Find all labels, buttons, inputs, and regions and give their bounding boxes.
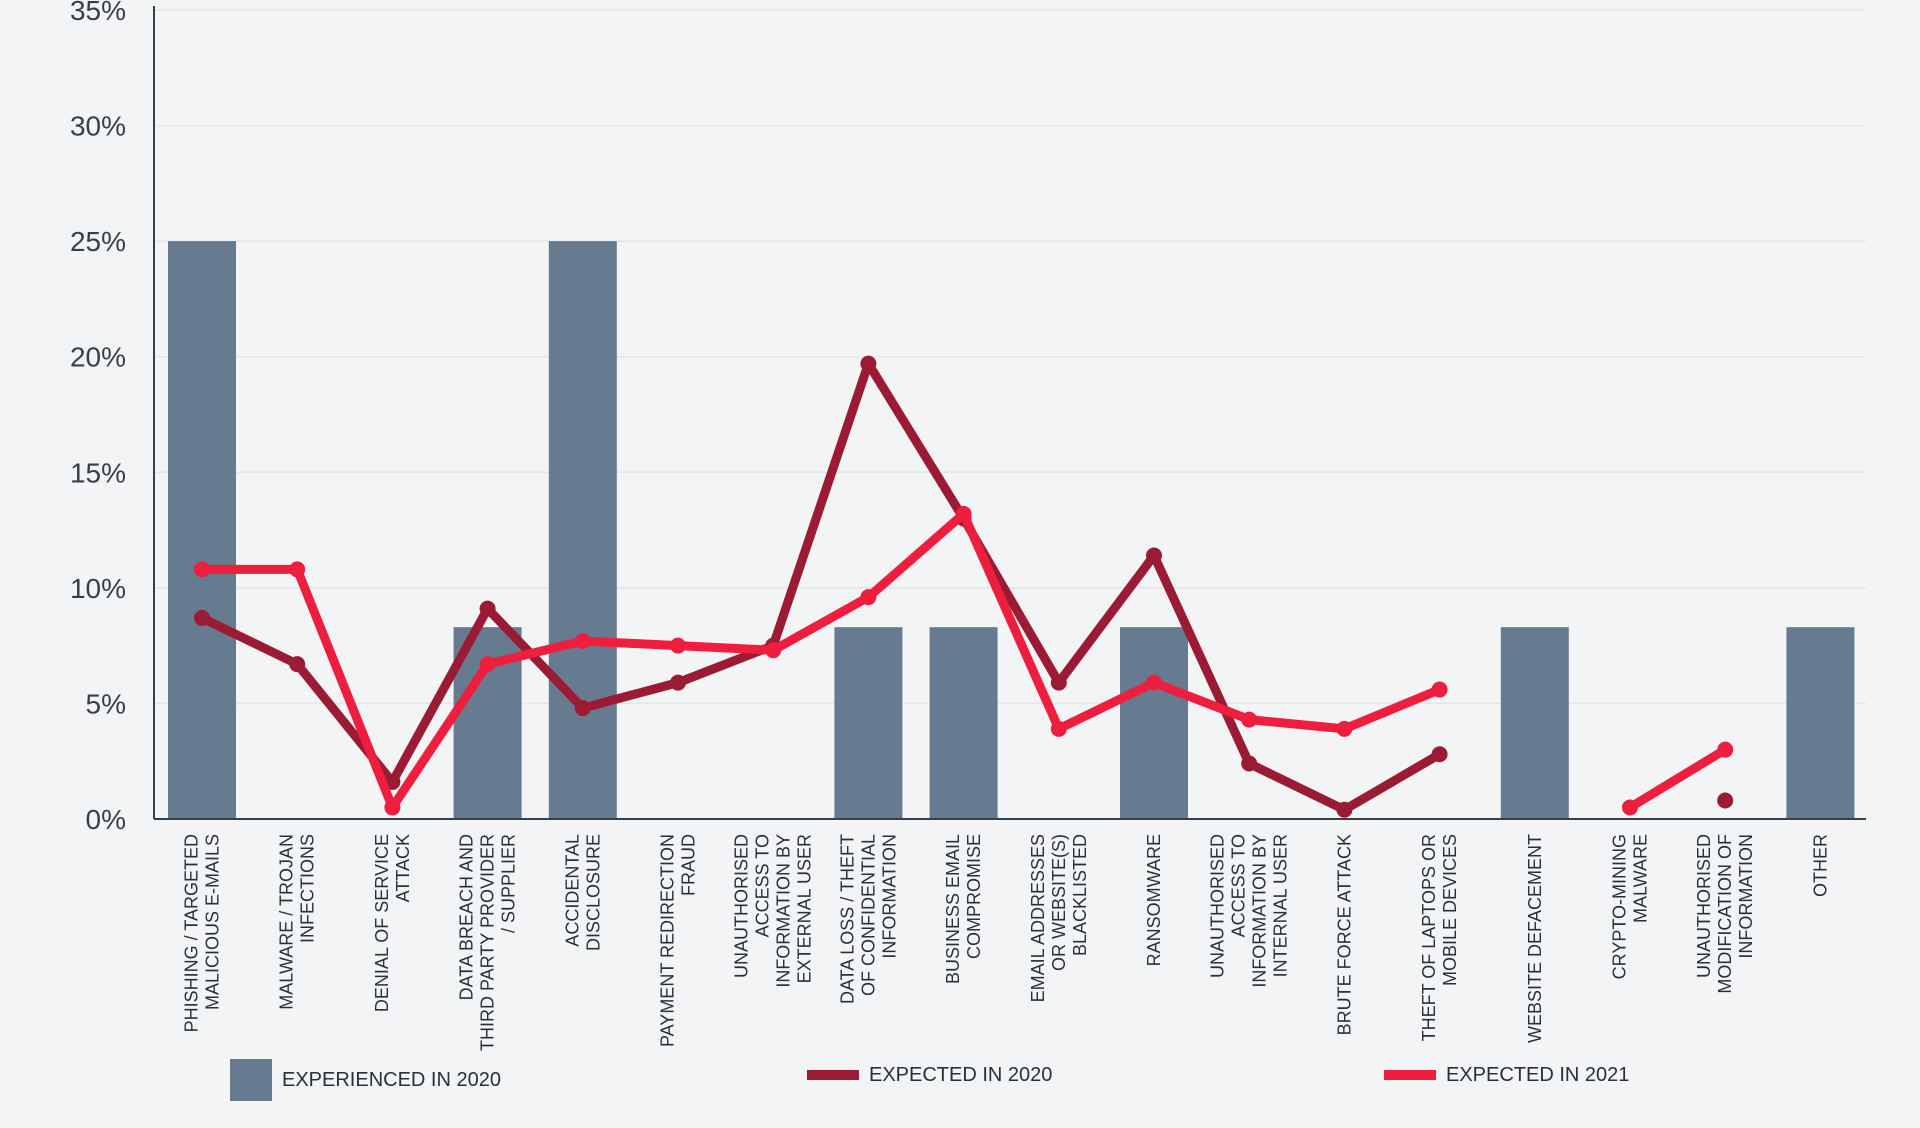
data-point xyxy=(1336,801,1353,818)
x-tick-label: DISCLOSURE xyxy=(583,834,603,951)
x-tick-label: UNAUTHORISED xyxy=(1694,834,1714,978)
x-tick-label: BRUTE FORCE ATTACK xyxy=(1334,834,1354,1035)
bar xyxy=(1120,627,1188,819)
x-tick-label: ACCESS TO xyxy=(753,834,773,937)
x-tick-label: INFORMATION BY xyxy=(1250,834,1270,988)
data-point xyxy=(194,609,210,626)
y-tick-label: 10% xyxy=(70,573,126,604)
y-tick-label: 0% xyxy=(86,804,126,835)
x-tick-label: MALWARE / TROJAN xyxy=(277,834,297,1010)
data-point xyxy=(1717,792,1734,809)
x-tick-label: BLACKLISTED xyxy=(1070,834,1090,956)
x-tick-label: PHISHING / TARGETED xyxy=(182,834,202,1032)
legend-item-experienced-2020: EXPERIENCED IN 2020 xyxy=(230,1058,501,1102)
x-tick-label: DATA BREACH AND xyxy=(457,834,477,1000)
data-point xyxy=(1336,720,1353,737)
data-point xyxy=(194,561,210,578)
data-point xyxy=(479,600,496,617)
y-tick-label: 35% xyxy=(70,0,126,26)
x-tick-label: BUSINESS EMAIL xyxy=(943,834,963,984)
bar xyxy=(548,241,617,820)
x-tick-label: DENIAL OF SERVICE xyxy=(372,834,392,1012)
x-tick-label: DATA LOSS / THEFT xyxy=(837,834,857,1004)
x-tick-label: EXTERNAL USER xyxy=(795,834,815,983)
data-point xyxy=(1431,681,1448,698)
bar xyxy=(834,627,903,819)
data-point xyxy=(1241,711,1258,728)
x-tick-label: FRAUD xyxy=(679,834,699,896)
x-tick-label: COMPROMISE xyxy=(964,834,984,959)
x-tick-label: / SUPPLIER xyxy=(499,834,519,933)
x-tick-label: ACCIDENTAL xyxy=(562,834,582,947)
data-point xyxy=(1146,674,1162,691)
legend-swatch-expected-2020 xyxy=(807,1070,859,1080)
x-tick-label: CRYPTO-MINING xyxy=(1610,834,1630,979)
x-tick-label: ATTACK xyxy=(393,834,413,902)
data-point xyxy=(860,589,877,606)
y-tick-label: 25% xyxy=(70,226,126,257)
data-point xyxy=(384,799,401,816)
x-tick-label: INFORMATION xyxy=(879,834,899,959)
data-point xyxy=(289,561,306,578)
x-tick-label: INFECTIONS xyxy=(298,834,318,943)
x-tick-label: INFORMATION xyxy=(1736,834,1756,959)
bar xyxy=(1500,627,1569,819)
data-point xyxy=(289,656,306,673)
x-tick-label: UNAUTHORISED xyxy=(732,834,752,978)
data-point xyxy=(765,642,782,659)
x-tick-label: PAYMENT REDIRECTION xyxy=(658,834,678,1047)
data-point xyxy=(1241,755,1258,772)
bar xyxy=(168,241,236,820)
x-tick-label: OTHER xyxy=(1810,834,1830,897)
data-point xyxy=(955,505,972,522)
legend-swatch-expected-2021 xyxy=(1384,1070,1436,1080)
series-line xyxy=(197,359,1445,815)
x-tick-label: UNAUTHORISED xyxy=(1208,834,1228,978)
x-tick-label: OR WEBSITE(S) xyxy=(1049,834,1069,971)
x-tick-label: MALWARE xyxy=(1631,834,1651,923)
data-point xyxy=(1146,547,1162,564)
data-point xyxy=(1050,720,1067,737)
legend-item-expected-2020: EXPECTED IN 2020 xyxy=(807,1053,1052,1097)
x-tick-label: ACCESS TO xyxy=(1229,834,1249,937)
x-tick-label: EMAIL ADDRESSES xyxy=(1028,834,1048,1002)
data-point xyxy=(860,355,877,372)
x-tick-label: MOBILE DEVICES xyxy=(1440,834,1460,986)
x-tick-label: RANSOMWARE xyxy=(1144,834,1164,966)
y-tick-label: 30% xyxy=(70,111,126,142)
legend-label-expected-2020: EXPECTED IN 2020 xyxy=(869,1063,1053,1086)
bar xyxy=(929,627,998,819)
legend-item-expected-2021: EXPECTED IN 2021 xyxy=(1384,1053,1629,1097)
legend-label-expected-2021: EXPECTED IN 2021 xyxy=(1446,1063,1630,1086)
x-tick-label: OF CONFIDENTIAL xyxy=(858,834,878,996)
series-line xyxy=(1625,745,1730,812)
series-line xyxy=(197,509,1445,812)
x-tick-label: WEBSITE DEFACEMENT xyxy=(1525,834,1545,1043)
bar xyxy=(1786,627,1855,819)
data-point xyxy=(670,637,686,654)
x-tick-label: MODIFICATION OF xyxy=(1715,834,1735,994)
data-point xyxy=(574,700,591,717)
legend-label-experienced-2020: EXPERIENCED IN 2020 xyxy=(282,1068,501,1091)
data-point xyxy=(479,656,496,673)
x-tick-label: INFORMATION BY xyxy=(774,834,794,988)
data-point xyxy=(1050,674,1067,691)
data-point xyxy=(1717,741,1734,758)
y-tick-label: 20% xyxy=(70,342,126,373)
x-tick-label: INTERNAL USER xyxy=(1271,834,1291,977)
data-point xyxy=(1622,799,1638,816)
data-point xyxy=(670,674,686,691)
y-tick-label: 15% xyxy=(70,457,126,488)
x-tick-label: THEFT OF LAPTOPS OR xyxy=(1419,834,1439,1041)
x-tick-label: THIRD PARTY PROVIDER xyxy=(478,834,498,1051)
data-point xyxy=(1431,746,1448,763)
data-point xyxy=(574,633,591,650)
x-tick-label: MALICIOUS E-MAILS xyxy=(203,834,223,1010)
legend-swatch-experienced-2020 xyxy=(230,1059,272,1101)
y-tick-label: 5% xyxy=(86,688,126,719)
